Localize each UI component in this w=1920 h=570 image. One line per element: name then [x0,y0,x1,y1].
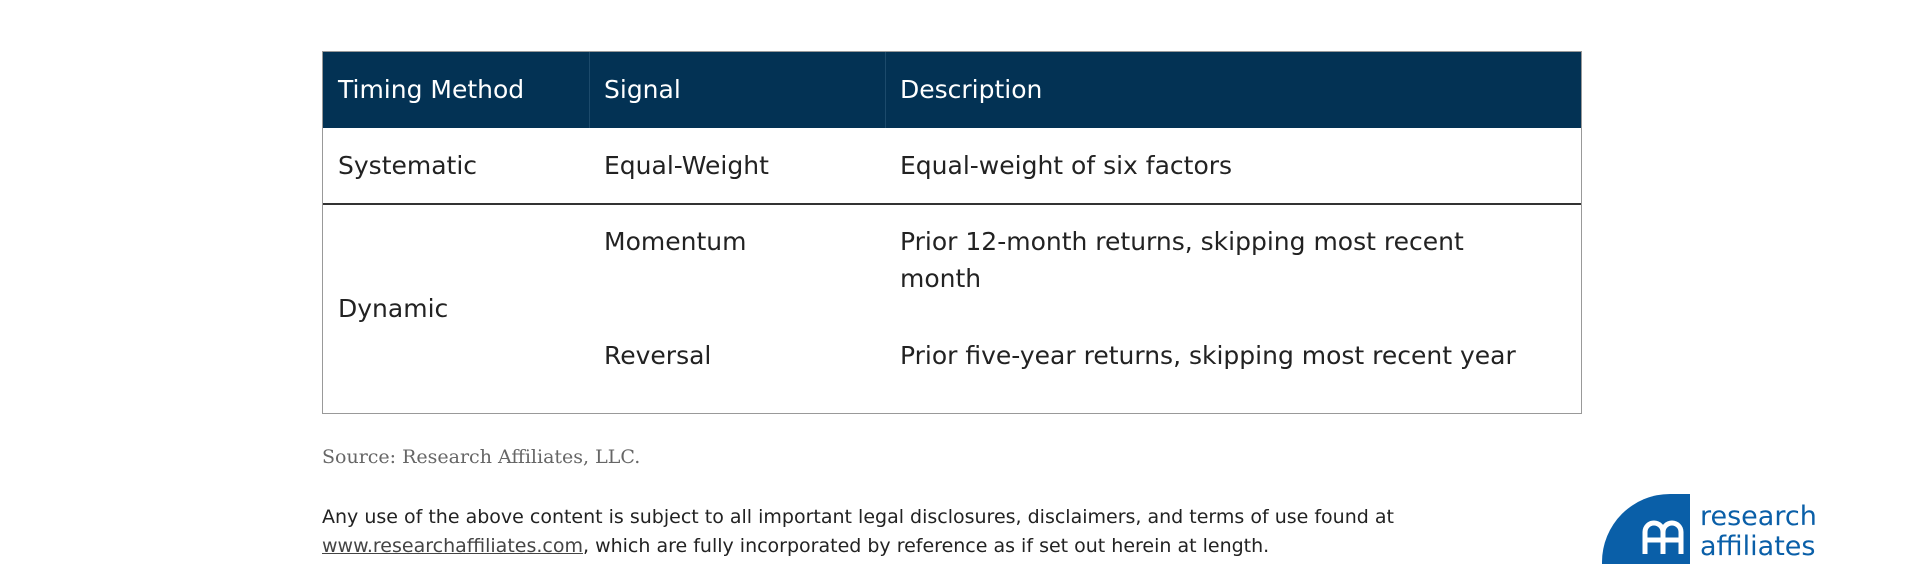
logo-mark-icon: research affiliates ™ [1602,494,1834,564]
disclaimer: Any use of the above content is subject … [322,503,1394,561]
header-timing-method: Timing Method [338,75,525,104]
header-description: Description [900,75,1043,104]
cell-signal: Equal-Weight [604,151,769,180]
research-affiliates-logo: research affiliates ™ [1600,492,1834,564]
disclaimer-line: , which are fully incorporated by refere… [582,535,1270,557]
cell-description: Prior 12-month returns, skipping most re… [900,227,1464,293]
table-header: Timing Method Signal Description [323,52,1581,128]
svg-text:research: research [1700,501,1817,532]
disclaimer-line: Any use of the above content is subject … [322,506,1394,528]
cell-description: Prior five-year returns, skipping most r… [900,341,1516,370]
header-divider [589,52,590,128]
cell-description: Equal-weight of six factors [900,151,1233,180]
svg-text:affiliates: affiliates [1700,531,1815,562]
website-link[interactable]: www.researchaffiliates.com [322,535,583,557]
cell-signal: Reversal [604,341,712,370]
header-divider [885,52,886,128]
cell-method: Dynamic [338,294,449,323]
row-divider [323,203,1581,205]
header-signal: Signal [604,75,681,104]
source-note: Source: Research Affiliates, LLC. [322,446,641,468]
cell-method: Systematic [338,151,478,180]
cell-signal: Momentum [604,227,747,256]
timing-methods-table: Timing Method Signal Description Systema… [322,51,1582,414]
